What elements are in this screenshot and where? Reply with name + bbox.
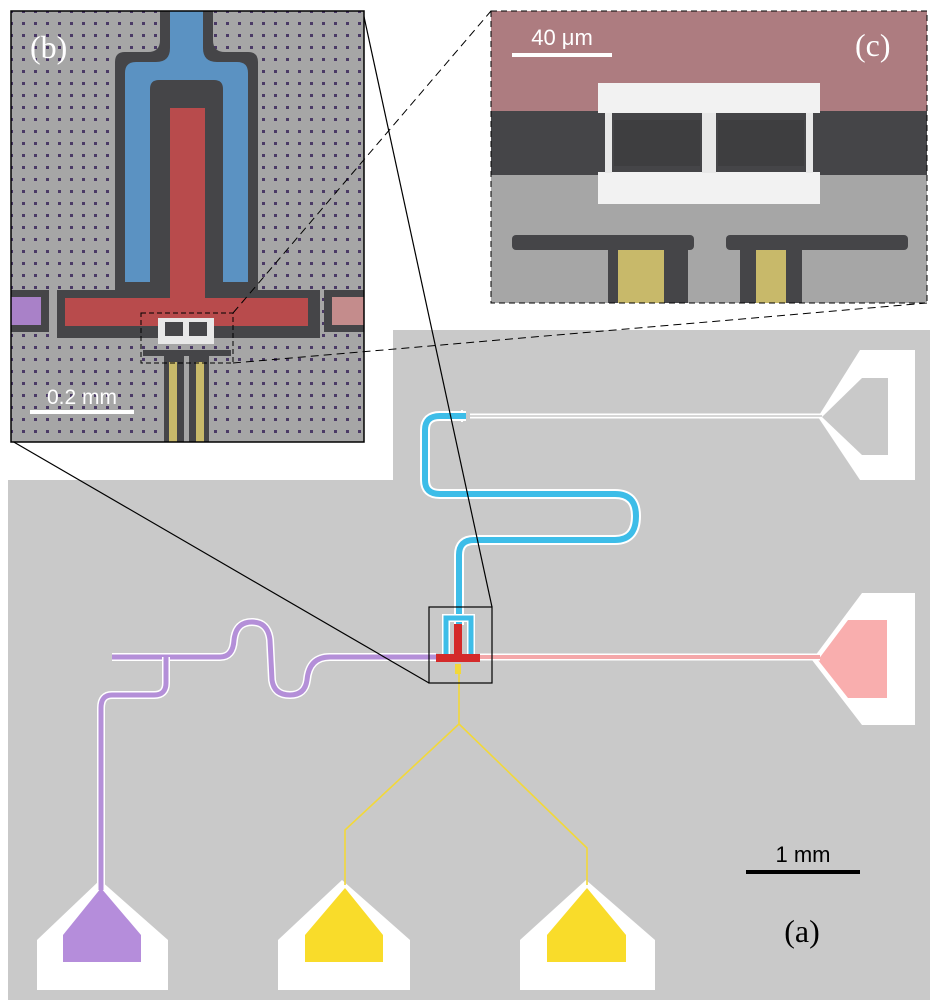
pad-yellow-1 bbox=[305, 888, 383, 962]
panel-a-chip: 1 mm (a) bbox=[8, 330, 930, 1000]
panel-b-frame bbox=[10, 10, 365, 443]
zoom-box-b bbox=[140, 312, 234, 364]
zoom-box-a bbox=[428, 606, 493, 684]
pad-bottom-right-yellow bbox=[520, 880, 655, 990]
pad-yellow-2 bbox=[547, 888, 626, 962]
panel-b-label: (b) bbox=[30, 29, 67, 65]
panel-c-label: (c) bbox=[855, 27, 891, 63]
scale-bar-b-label: 0.2 mm bbox=[47, 386, 117, 409]
scale-bar-a-label: 1 mm bbox=[776, 842, 831, 867]
panel-c-frame bbox=[490, 10, 928, 304]
pad-pink bbox=[818, 620, 887, 698]
purple-drive-line bbox=[97, 618, 436, 890]
pad-bottom-mid-yellow bbox=[278, 880, 410, 990]
pad-right-pink bbox=[812, 593, 915, 725]
pad-purple bbox=[63, 888, 141, 962]
panel-a-label: (a) bbox=[784, 913, 820, 949]
scale-bar-c-label: 40 μm bbox=[531, 25, 593, 50]
yellow-bias-lines bbox=[344, 666, 588, 885]
zoom-connectors-c bbox=[232, 10, 928, 364]
scale-bar-a: 1 mm bbox=[746, 842, 860, 874]
chip-substrate bbox=[8, 330, 930, 1000]
panel-c-micrograph: 40 μm (c) bbox=[491, 11, 927, 303]
central-qubit bbox=[436, 614, 480, 674]
pad-top-right bbox=[818, 350, 915, 480]
panel-b-micrograph: 0.2 mm (b) bbox=[11, 11, 364, 442]
blue-meander-line bbox=[420, 411, 641, 625]
zoom-connectors-b bbox=[11, 11, 493, 684]
pad-bottom-left-purple bbox=[37, 880, 168, 990]
